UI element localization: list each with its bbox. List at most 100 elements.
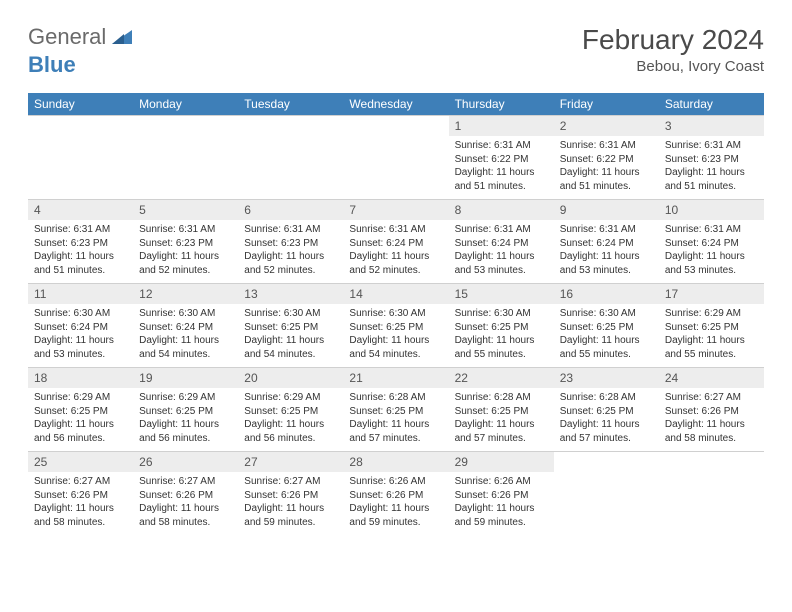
day-number: 9 [554,200,659,220]
day-number: 26 [133,452,238,472]
calendar-body: 1Sunrise: 6:31 AMSunset: 6:22 PMDaylight… [28,116,764,536]
day-content: Sunrise: 6:28 AMSunset: 6:25 PMDaylight:… [449,388,554,451]
title-block: February 2024 Bebou, Ivory Coast [582,24,764,75]
sunset-text: Sunset: 6:22 PM [560,153,653,167]
day-cell: 7Sunrise: 6:31 AMSunset: 6:24 PMDaylight… [343,200,448,284]
day-number: 22 [449,368,554,388]
day-content: Sunrise: 6:30 AMSunset: 6:24 PMDaylight:… [28,304,133,367]
day-content: Sunrise: 6:29 AMSunset: 6:25 PMDaylight:… [659,304,764,367]
daylight-text: Daylight: 11 hours and 59 minutes. [349,502,442,529]
day-cell: 28Sunrise: 6:26 AMSunset: 6:26 PMDayligh… [343,452,448,536]
daylight-text: Daylight: 11 hours and 58 minutes. [665,418,758,445]
sunset-text: Sunset: 6:23 PM [34,237,127,251]
day-cell: 6Sunrise: 6:31 AMSunset: 6:23 PMDaylight… [238,200,343,284]
sunset-text: Sunset: 6:25 PM [34,405,127,419]
day-cell: 18Sunrise: 6:29 AMSunset: 6:25 PMDayligh… [28,368,133,452]
day-number [238,116,343,136]
day-cell: 8Sunrise: 6:31 AMSunset: 6:24 PMDaylight… [449,200,554,284]
sunrise-text: Sunrise: 6:28 AM [349,391,442,405]
sunrise-text: Sunrise: 6:31 AM [455,139,548,153]
empty-cell [28,116,133,200]
day-content: Sunrise: 6:26 AMSunset: 6:26 PMDaylight:… [343,472,448,535]
sunrise-text: Sunrise: 6:27 AM [665,391,758,405]
daylight-text: Daylight: 11 hours and 59 minutes. [244,502,337,529]
daylight-text: Daylight: 11 hours and 53 minutes. [665,250,758,277]
day-content: Sunrise: 6:28 AMSunset: 6:25 PMDaylight:… [343,388,448,451]
day-content: Sunrise: 6:30 AMSunset: 6:25 PMDaylight:… [554,304,659,367]
daylight-text: Daylight: 11 hours and 52 minutes. [244,250,337,277]
day-header-thursday: Thursday [449,93,554,116]
sunrise-text: Sunrise: 6:31 AM [244,223,337,237]
empty-cell [133,116,238,200]
day-number: 1 [449,116,554,136]
day-content [28,136,133,194]
day-content: Sunrise: 6:29 AMSunset: 6:25 PMDaylight:… [28,388,133,451]
day-content: Sunrise: 6:30 AMSunset: 6:25 PMDaylight:… [449,304,554,367]
sunset-text: Sunset: 6:26 PM [455,489,548,503]
day-cell: 29Sunrise: 6:26 AMSunset: 6:26 PMDayligh… [449,452,554,536]
day-cell: 27Sunrise: 6:27 AMSunset: 6:26 PMDayligh… [238,452,343,536]
daylight-text: Daylight: 11 hours and 56 minutes. [139,418,232,445]
day-content: Sunrise: 6:31 AMSunset: 6:24 PMDaylight:… [449,220,554,283]
sunset-text: Sunset: 6:24 PM [349,237,442,251]
day-content: Sunrise: 6:31 AMSunset: 6:24 PMDaylight:… [554,220,659,283]
day-cell: 26Sunrise: 6:27 AMSunset: 6:26 PMDayligh… [133,452,238,536]
day-content: Sunrise: 6:27 AMSunset: 6:26 PMDaylight:… [238,472,343,535]
location: Bebou, Ivory Coast [582,58,764,75]
day-cell: 24Sunrise: 6:27 AMSunset: 6:26 PMDayligh… [659,368,764,452]
day-content: Sunrise: 6:31 AMSunset: 6:22 PMDaylight:… [449,136,554,199]
empty-cell [238,116,343,200]
day-number: 19 [133,368,238,388]
sunset-text: Sunset: 6:25 PM [349,405,442,419]
day-content: Sunrise: 6:30 AMSunset: 6:24 PMDaylight:… [133,304,238,367]
day-content: Sunrise: 6:26 AMSunset: 6:26 PMDaylight:… [449,472,554,535]
sunset-text: Sunset: 6:25 PM [139,405,232,419]
day-content: Sunrise: 6:29 AMSunset: 6:25 PMDaylight:… [238,388,343,451]
day-cell: 2Sunrise: 6:31 AMSunset: 6:22 PMDaylight… [554,116,659,200]
daylight-text: Daylight: 11 hours and 59 minutes. [455,502,548,529]
daylight-text: Daylight: 11 hours and 57 minutes. [560,418,653,445]
sunrise-text: Sunrise: 6:29 AM [34,391,127,405]
day-header-friday: Friday [554,93,659,116]
day-number: 8 [449,200,554,220]
day-header-monday: Monday [133,93,238,116]
sunset-text: Sunset: 6:25 PM [560,321,653,335]
day-number: 18 [28,368,133,388]
day-number: 21 [343,368,448,388]
sunrise-text: Sunrise: 6:31 AM [665,223,758,237]
sunrise-text: Sunrise: 6:29 AM [665,307,758,321]
sunrise-text: Sunrise: 6:27 AM [34,475,127,489]
day-cell: 23Sunrise: 6:28 AMSunset: 6:25 PMDayligh… [554,368,659,452]
sunset-text: Sunset: 6:24 PM [34,321,127,335]
sunrise-text: Sunrise: 6:28 AM [560,391,653,405]
daylight-text: Daylight: 11 hours and 56 minutes. [34,418,127,445]
daylight-text: Daylight: 11 hours and 58 minutes. [34,502,127,529]
sunset-text: Sunset: 6:24 PM [560,237,653,251]
day-content: Sunrise: 6:27 AMSunset: 6:26 PMDaylight:… [659,388,764,451]
day-content: Sunrise: 6:30 AMSunset: 6:25 PMDaylight:… [343,304,448,367]
daylight-text: Daylight: 11 hours and 53 minutes. [34,334,127,361]
daylight-text: Daylight: 11 hours and 54 minutes. [139,334,232,361]
day-content: Sunrise: 6:30 AMSunset: 6:25 PMDaylight:… [238,304,343,367]
day-cell: 17Sunrise: 6:29 AMSunset: 6:25 PMDayligh… [659,284,764,368]
day-header-sunday: Sunday [28,93,133,116]
sunrise-text: Sunrise: 6:28 AM [455,391,548,405]
day-header-tuesday: Tuesday [238,93,343,116]
daylight-text: Daylight: 11 hours and 52 minutes. [139,250,232,277]
day-number: 24 [659,368,764,388]
day-cell: 4Sunrise: 6:31 AMSunset: 6:23 PMDaylight… [28,200,133,284]
sunset-text: Sunset: 6:26 PM [349,489,442,503]
day-number [343,116,448,136]
sunrise-text: Sunrise: 6:31 AM [139,223,232,237]
header: General February 2024 Bebou, Ivory Coast [28,24,764,75]
day-content: Sunrise: 6:31 AMSunset: 6:23 PMDaylight:… [28,220,133,283]
sunset-text: Sunset: 6:22 PM [455,153,548,167]
day-cell: 14Sunrise: 6:30 AMSunset: 6:25 PMDayligh… [343,284,448,368]
sunrise-text: Sunrise: 6:30 AM [560,307,653,321]
month-title: February 2024 [582,24,764,56]
sunrise-text: Sunrise: 6:31 AM [34,223,127,237]
sunset-text: Sunset: 6:26 PM [665,405,758,419]
day-number: 2 [554,116,659,136]
daylight-text: Daylight: 11 hours and 58 minutes. [139,502,232,529]
day-cell: 10Sunrise: 6:31 AMSunset: 6:24 PMDayligh… [659,200,764,284]
